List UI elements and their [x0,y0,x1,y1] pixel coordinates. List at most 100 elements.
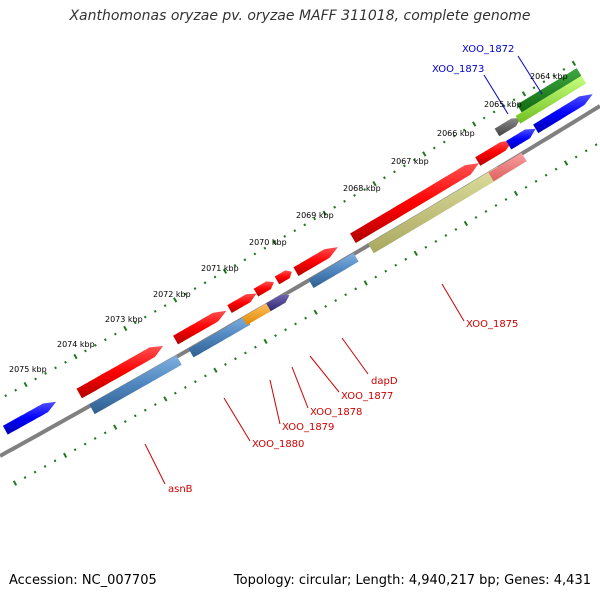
inner-tick-mark [552,74,556,78]
map-title: Xanthomonas oryzae pv. oryzae MAFF 31101… [69,8,531,24]
gene-xoo-1873 [506,128,536,150]
inner-tick-mark [303,223,307,227]
inner-tick-mark [442,140,446,144]
backbone-line [0,104,600,458]
gene-blue-left [2,401,57,435]
outer-tick-mark [563,160,569,166]
gene-label-xoo-1879[interactable]: XOO_1879 [282,422,334,433]
outer-tick-mark [544,173,548,177]
inner-tick-mark [183,292,187,296]
inner-tick-mark [123,325,128,332]
outer-tick-mark [524,185,528,189]
tick-marks [4,60,598,486]
inner-tick-mark [14,388,18,392]
leader-xoo-1872 [517,55,543,95]
gene-label-xoo-1872[interactable]: XOO_1872 [462,44,514,55]
leader-asnb [144,443,166,485]
inner-tick-mark [34,377,37,381]
outer-tick-mark [494,203,498,207]
gene-label-xoo-1875[interactable]: XOO_1875 [466,319,518,330]
inner-tick-mark [571,60,577,67]
tick-label-2075: 2075 kbp [9,365,47,374]
outer-tick-mark [554,167,558,171]
outer-tick-mark [183,385,187,389]
outer-tick-mark [394,263,398,267]
outer-tick-mark [484,209,488,213]
tick-label-2070: 2070 kbp [249,238,287,247]
inner-tick-mark [343,199,346,203]
inner-tick-mark [263,246,267,250]
gene-dapd [308,253,359,288]
gene-features [2,68,593,435]
inner-tick-mark [502,104,506,108]
gene-gray [494,117,521,137]
gene-label-xoo-1878[interactable]: XOO_1878 [310,407,362,418]
inner-tick-mark [313,217,317,221]
gene-label-xoo-1873[interactable]: XOO_1873 [432,64,484,75]
inner-tick-mark [532,86,536,90]
inner-tick-mark [73,353,78,360]
outer-tick-mark [204,374,207,378]
outer-tick-mark [534,179,538,183]
outer-tick-mark [334,299,338,303]
gene-fwd-small-2 [253,281,274,297]
inner-tick-mark [84,349,87,353]
outer-tick-mark [83,442,87,446]
outer-tick-mark [504,197,508,201]
gene-label-xoo-1880[interactable]: XOO_1880 [252,439,304,450]
outer-tick-mark [304,316,308,320]
outer-tick-mark [63,452,68,458]
tick-label-2073: 2073 kbp [105,315,143,324]
gene-xoo-1878 [266,294,290,312]
gene-rna-near-1875 [488,152,527,182]
inner-tick-mark [253,252,257,256]
leader-xoo-1878 [291,366,309,409]
gene-fwd-small-1 [227,293,257,313]
inner-tick-mark [94,343,97,347]
inner-tick-mark [512,98,516,102]
outer-tick-mark [113,424,118,430]
gene-label-asnb[interactable]: asnB [168,484,193,495]
outer-tick-mark [274,334,277,338]
outer-tick-mark [513,190,519,197]
gene-xoo-1880-fwd [173,310,227,345]
inner-tick-mark [222,268,228,274]
outer-tick-mark [224,362,227,366]
outer-tick-mark [53,459,57,463]
inner-tick-mark [412,158,416,162]
inner-tick-mark [383,176,386,180]
tick-label-2071: 2071 kbp [201,264,239,273]
outer-tick-mark [193,380,197,384]
inner-tick-mark [452,134,456,138]
gene-label-xoo-1877[interactable]: XOO_1877 [341,391,393,402]
tick-label-2072: 2072 kbp [153,290,191,299]
gene-blue-right [533,94,593,134]
outer-tick-mark [173,391,177,395]
outer-tick-mark [12,480,18,486]
outer-tick-mark [424,245,428,249]
inner-tick-mark [143,315,147,319]
inner-tick-mark [333,205,337,209]
accession-text: Accession: NC_007705 [9,573,157,588]
inner-tick-mark [133,321,137,325]
tick-label-2066: 2066 kbp [437,129,475,138]
outer-tick-mark [284,328,287,332]
gene-fwd-near-1875 [475,139,514,166]
outer-tick-mark [354,287,358,291]
inner-tick-mark [193,287,197,291]
gene-label-dapd[interactable]: dapD [371,376,398,387]
inner-tick-mark [213,275,217,279]
outer-tick-mark [374,275,378,279]
leader-xoo-1873 [483,74,509,115]
tick-label-2064: 2064 kbp [530,72,568,81]
leader-xoo-1880 [223,397,251,442]
gene-xoo-1875 [368,166,503,254]
outer-tick-mark [143,408,147,412]
topology-text: Topology: circular; Length: 4,940,217 bp… [233,573,591,588]
inner-tick-mark [163,304,167,308]
tick-label-2069: 2069 kbp [296,211,334,220]
outer-tick-mark [23,476,27,480]
outer-tick-mark [313,309,318,315]
gene-fwd-small-3 [274,270,292,285]
